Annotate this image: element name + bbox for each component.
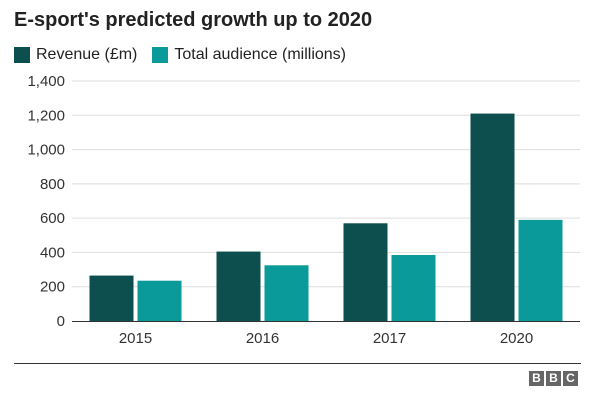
legend-label-revenue: Revenue (£m) xyxy=(36,46,138,63)
legend: Revenue (£m) Total audience (millions) xyxy=(14,45,361,65)
bars xyxy=(89,113,563,321)
x-tick-label: 2015 xyxy=(119,330,152,347)
bar-audience-2017 xyxy=(391,255,436,321)
y-tick-label: 200 xyxy=(40,279,65,296)
bbc-logo-letter: C xyxy=(563,371,578,386)
legend-item-revenue: Revenue (£m) xyxy=(14,46,137,64)
y-tick-label: 400 xyxy=(40,244,65,261)
legend-item-audience: Total audience (millions) xyxy=(152,46,346,64)
bar-revenue-2017 xyxy=(343,223,388,321)
x-axis-ticks: 2015 2016 2017 2020 xyxy=(119,330,533,347)
chart-title: E-sport's predicted growth up to 2020 xyxy=(14,9,373,31)
x-tick-label: 2016 xyxy=(246,330,279,347)
x-tick-label: 2017 xyxy=(373,330,406,347)
y-tick-label: 1,200 xyxy=(27,107,65,124)
bar-audience-2016 xyxy=(264,265,309,321)
bar-revenue-2016 xyxy=(216,251,261,321)
bbc-logo: B B C xyxy=(527,371,578,386)
footer-divider xyxy=(14,363,581,364)
bbc-logo-letter: B xyxy=(529,371,544,386)
x-tick-label: 2020 xyxy=(500,330,533,347)
bbc-logo-letter: B xyxy=(546,371,561,386)
bar-revenue-2015 xyxy=(89,275,134,321)
y-tick-label: 600 xyxy=(40,210,65,227)
y-tick-label: 800 xyxy=(40,176,65,193)
bar-audience-2020 xyxy=(518,219,563,321)
bar-audience-2015 xyxy=(137,280,182,321)
y-tick-label: 1,400 xyxy=(27,73,65,90)
y-axis-ticks: 0 200 400 600 800 1,000 1,200 1,400 xyxy=(27,73,65,330)
y-tick-label: 1,000 xyxy=(27,142,65,159)
legend-swatch-revenue xyxy=(14,47,30,63)
legend-label-audience: Total audience (millions) xyxy=(174,46,347,63)
legend-swatch-audience xyxy=(152,47,169,63)
bar-revenue-2020 xyxy=(470,113,515,321)
y-tick-label: 0 xyxy=(57,313,65,330)
